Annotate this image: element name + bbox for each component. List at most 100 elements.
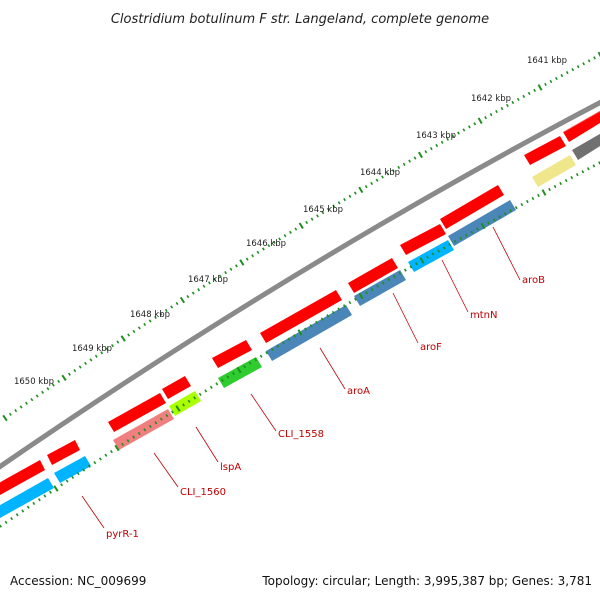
- scale-tick-minor: [276, 344, 280, 348]
- scale-tick-minor: [470, 230, 474, 234]
- gene-pyrR-1-block[interactable]: [54, 456, 91, 483]
- scale-tick-minor: [549, 79, 553, 84]
- scale-tick-minor: [60, 483, 63, 487]
- scale-tick-minor: [218, 274, 222, 278]
- gene-pyrR-1-block[interactable]: [0, 478, 54, 518]
- scale-tick-minor: [116, 340, 120, 344]
- scale-tick-minor: [30, 398, 34, 402]
- scale-tick-major: [358, 186, 364, 194]
- scale-tick-minor: [348, 194, 352, 198]
- scale-tick-minor: [110, 450, 113, 454]
- leader-line: [153, 452, 179, 488]
- cds-block[interactable]: [524, 136, 566, 165]
- scale-tick-minor: [14, 409, 18, 413]
- scale-tick-minor: [226, 375, 230, 379]
- gene-label-mtnN[interactable]: mtnN: [470, 310, 497, 321]
- cds-block[interactable]: [400, 224, 446, 255]
- scale-tick-minor: [342, 304, 346, 308]
- scale-tick-minor: [337, 307, 341, 311]
- scale-tick-minor: [387, 278, 391, 282]
- gene-label-CLI_1560[interactable]: CLI_1560: [180, 487, 226, 498]
- scale-tick-minor: [587, 59, 591, 63]
- scale-tick-major: [53, 485, 59, 492]
- cds-block[interactable]: [0, 460, 45, 495]
- scale-tick-minor: [84, 361, 87, 366]
- scale-tick-minor: [170, 305, 174, 309]
- scale-tick-minor: [462, 128, 466, 132]
- cds-block[interactable]: [108, 393, 166, 432]
- cds-block[interactable]: [440, 185, 504, 229]
- scale-tick-minor: [581, 170, 585, 174]
- scale-tick-minor: [381, 175, 384, 179]
- unlabeled-yellow-block[interactable]: [532, 155, 576, 187]
- cds-block[interactable]: [47, 440, 80, 465]
- scale-tick-minor: [8, 412, 12, 416]
- scale-tick-minor: [186, 295, 190, 299]
- scale-tick-minor: [446, 137, 449, 141]
- scale-tick-minor: [251, 254, 255, 258]
- gene-label-CLI_1558[interactable]: CLI_1558: [278, 429, 324, 440]
- gene-mtnN-block[interactable]: [408, 240, 454, 272]
- scale-tick-minor: [234, 264, 238, 268]
- tick-label: 1645 kbp: [303, 205, 343, 215]
- scale-tick-major: [419, 257, 425, 264]
- scale-tick-minor: [309, 324, 313, 328]
- scale-tick-minor: [243, 364, 246, 369]
- scale-tick-minor: [67, 372, 71, 376]
- scale-tick-minor: [467, 125, 471, 129]
- cds-block[interactable]: [348, 258, 398, 293]
- gene-label-aroB[interactable]: aroB: [522, 275, 545, 286]
- scale-tick-minor: [424, 150, 428, 154]
- gene-label-aroA[interactable]: aroA: [347, 386, 370, 397]
- scale-tick-minor: [197, 288, 201, 292]
- scale-tick-minor: [559, 181, 563, 186]
- scale-tick-minor: [565, 70, 569, 75]
- scale-tick-major: [537, 84, 543, 91]
- leader-line: [195, 426, 219, 463]
- gene-label-aroF[interactable]: aroF: [420, 342, 442, 353]
- scale-tick-minor: [43, 494, 47, 498]
- scale-tick-minor: [375, 178, 379, 182]
- scale-tick-major: [120, 335, 126, 342]
- scale-tick-minor: [429, 146, 433, 151]
- scale-tick-minor: [332, 204, 336, 208]
- scale-tick-minor: [105, 347, 109, 351]
- cds-block[interactable]: [212, 340, 252, 368]
- scale-tick-minor: [353, 191, 357, 195]
- gene-label-pyrR-1[interactable]: pyrR-1: [106, 529, 139, 540]
- scale-tick-minor: [533, 88, 536, 93]
- unlabeled-gray-block[interactable]: [572, 131, 600, 160]
- scale-tick-minor: [520, 202, 524, 207]
- scale-tick-minor: [207, 281, 211, 285]
- scale-tick-minor: [164, 308, 168, 313]
- gene-aroF-block[interactable]: [354, 270, 406, 306]
- scale-tick-minor: [202, 284, 206, 288]
- scale-tick-minor: [127, 333, 131, 337]
- scale-tick-minor: [576, 65, 580, 69]
- scale-tick-minor: [232, 371, 235, 376]
- gene-label-lspA[interactable]: lspA: [220, 462, 241, 473]
- gene-aroA-block[interactable]: [266, 305, 352, 361]
- tick-label: 1650 kbp: [14, 377, 54, 387]
- scale-tick-minor: [548, 187, 551, 192]
- cds-block[interactable]: [162, 376, 191, 399]
- scale-tick-minor: [293, 334, 296, 338]
- scale-tick-minor: [487, 221, 490, 225]
- scale-tick-minor: [41, 390, 45, 394]
- scale-tick-minor: [435, 143, 439, 148]
- scale-tick-minor: [213, 277, 217, 282]
- scale-tick-minor: [35, 394, 39, 398]
- scale-tick-minor: [442, 246, 446, 250]
- scale-tick-minor: [437, 249, 441, 253]
- scale-tick-minor: [182, 403, 185, 407]
- scale-tick-major: [417, 151, 423, 159]
- cds-block[interactable]: [260, 290, 342, 343]
- scale-tick-major: [61, 374, 67, 382]
- scale-tick-minor: [304, 327, 307, 331]
- tick-label: 1648 kbp: [130, 310, 170, 320]
- cds-block[interactable]: [563, 108, 600, 142]
- gene-lspA-block[interactable]: [169, 391, 201, 416]
- scale-tick-minor: [204, 389, 208, 393]
- scale-tick-minor: [137, 326, 141, 330]
